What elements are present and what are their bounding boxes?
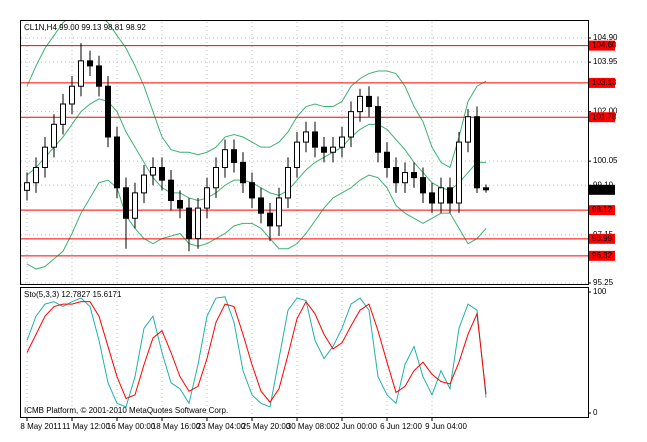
indicator-plot — [26, 296, 487, 408]
candle-body — [87, 60, 93, 67]
candle-body — [411, 172, 417, 179]
candle-body — [402, 172, 408, 184]
y-tick-label: 103.95 — [593, 57, 618, 66]
candle-body — [24, 182, 30, 191]
candle-body — [186, 207, 192, 240]
level-label-box — [589, 205, 615, 216]
candle-body — [150, 166, 156, 176]
indicator-line — [26, 300, 487, 403]
candle-body — [330, 146, 336, 153]
candle-body — [339, 136, 345, 148]
candle-body — [159, 166, 165, 181]
candle-body — [141, 174, 147, 194]
candle-body — [231, 149, 237, 163]
candle-body — [420, 177, 426, 194]
candle-body — [204, 187, 210, 209]
main-panel — [20, 20, 589, 285]
candle-body — [123, 187, 129, 219]
current-price-label: 98.92 — [592, 185, 613, 194]
candle-body — [465, 116, 471, 143]
candle-body — [69, 85, 75, 105]
candle-body — [60, 103, 66, 125]
candle-body — [42, 146, 48, 168]
grid — [21, 22, 588, 416]
candle-body — [312, 131, 318, 148]
level-label-box — [589, 77, 615, 88]
candle-body — [249, 182, 255, 199]
indicator-panel — [20, 287, 589, 418]
candle-body — [366, 95, 372, 108]
x-tick-label: 9 Jun 04:00 — [425, 422, 467, 431]
indicator-title: Sto(5,3,3) 12.7827 15.6171 — [24, 290, 122, 299]
candle-body — [114, 136, 120, 189]
candle-body — [33, 166, 39, 184]
y-tick-label: 102.00 — [593, 107, 618, 116]
y-tick-label: 95.25 — [593, 278, 614, 287]
band-line — [26, 21, 487, 169]
x-tick-label: 6 Jun 12:00 — [380, 422, 422, 431]
candle-body — [222, 149, 228, 168]
candle-body — [132, 192, 138, 219]
level-label: 104.60 — [592, 41, 617, 50]
main-plot — [21, 21, 588, 270]
candle-body — [483, 187, 489, 191]
candle-body — [258, 197, 264, 214]
level-label-box — [589, 233, 615, 244]
level-label: 96.99 — [592, 234, 613, 243]
indicator-line — [26, 296, 487, 408]
level-label: 103.13 — [592, 78, 617, 87]
candle-body — [294, 141, 300, 168]
y-tick-label: 104.90 — [593, 33, 618, 42]
current-price-box — [589, 184, 615, 195]
candle-body — [96, 65, 102, 87]
candle-body — [429, 192, 435, 204]
candle-body — [348, 111, 354, 138]
level-label-box — [589, 112, 615, 123]
candle-body — [177, 199, 183, 209]
level-label: 98.12 — [592, 205, 613, 214]
candle-body — [195, 207, 201, 240]
candle-body — [78, 60, 84, 87]
band-line — [26, 98, 486, 202]
level-label-box — [589, 250, 615, 261]
x-tick-label: 30 May 08:00 — [287, 422, 336, 431]
candle-body — [285, 166, 291, 199]
candle-body — [303, 131, 309, 143]
band-line — [26, 174, 487, 270]
chart-title: CL1N,H4 99.00 99.13 98.81 98.92 — [24, 23, 146, 32]
candle-body — [384, 151, 390, 168]
candle-body — [276, 197, 282, 227]
x-tick-label: 16 May 00:00 — [107, 422, 156, 431]
level-label: 96.32 — [592, 251, 613, 260]
footer: ICMB Platform, © 2001-2010 MetaQuotes So… — [24, 406, 228, 415]
x-tick-label: 2 Jun 00:00 — [335, 422, 377, 431]
candle-body — [456, 141, 462, 204]
x-tick-label: 8 May 2011 — [20, 422, 62, 431]
level-label: 101.78 — [592, 112, 617, 121]
candle-body — [438, 187, 444, 204]
candle-body — [267, 212, 273, 227]
y-tick-label: 0 — [593, 408, 598, 417]
axes: 104.90103.95102.00100.0599.1097.1595.258… — [20, 33, 618, 431]
x-tick-label: 23 May 04:00 — [197, 422, 246, 431]
y-tick-label: 100 — [593, 287, 607, 296]
candle-body — [105, 85, 111, 138]
x-tick-label: 25 May 20:00 — [242, 422, 291, 431]
candle-body — [375, 106, 381, 153]
candle-body — [51, 123, 57, 148]
x-tick-label: 11 May 12:00 — [62, 422, 110, 431]
y-tick-label: 100.05 — [593, 156, 618, 165]
candle-body — [447, 187, 453, 204]
candle-body — [240, 161, 246, 184]
candle-body — [393, 166, 399, 184]
candle-body — [213, 166, 219, 189]
x-tick-label: 18 May 16:00 — [152, 422, 201, 431]
candle-body — [357, 95, 363, 113]
level-label-box — [589, 40, 615, 51]
candle-body — [321, 146, 327, 153]
candle-body — [168, 179, 174, 201]
candle-body — [474, 116, 480, 189]
